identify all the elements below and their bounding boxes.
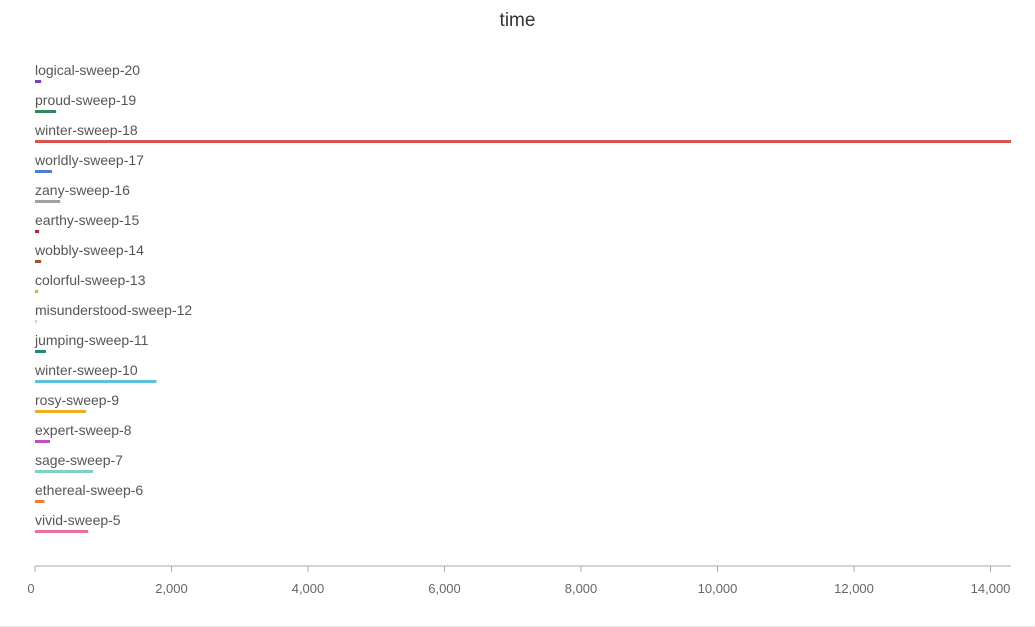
bar-ethereal-sweep-6[interactable] bbox=[35, 500, 45, 503]
run-label-worldly-sweep-17: worldly-sweep-17 bbox=[34, 152, 144, 168]
bar-proud-sweep-19[interactable] bbox=[35, 110, 57, 113]
run-label-expert-sweep-8: expert-sweep-8 bbox=[35, 422, 132, 438]
run-label-logical-sweep-20: logical-sweep-20 bbox=[35, 62, 140, 78]
bar-colorful-sweep-13[interactable] bbox=[35, 290, 39, 293]
run-label-ethereal-sweep-6: ethereal-sweep-6 bbox=[35, 482, 143, 498]
x-axis: 0 2,000 4,000 6,000 8,000 10,000 12,000 14,000 bbox=[27, 565, 1011, 596]
bar-worldly-sweep-17[interactable] bbox=[35, 170, 53, 173]
run-label-colorful-sweep-13: colorful-sweep-13 bbox=[35, 272, 146, 288]
bar-misunderstood-sweep-12[interactable] bbox=[35, 320, 37, 323]
x-tick-label: 0 bbox=[27, 581, 34, 596]
bars-layer: logical-sweep-20 proud-sweep-19 winter-swe… bbox=[34, 62, 1011, 533]
x-tick-label: 6,000 bbox=[428, 581, 461, 596]
run-label-winter-sweep-18: winter-sweep-18 bbox=[34, 122, 138, 138]
run-label-proud-sweep-19: proud-sweep-19 bbox=[35, 92, 136, 108]
x-tick-label: 8,000 bbox=[565, 581, 598, 596]
bar-winter-sweep-10[interactable] bbox=[35, 380, 157, 383]
x-tick-label: 12,000 bbox=[834, 581, 874, 596]
bar-earthy-sweep-15[interactable] bbox=[35, 230, 40, 233]
run-label-misunderstood-sweep-12: misunderstood-sweep-12 bbox=[35, 302, 192, 318]
run-label-rosy-sweep-9: rosy-sweep-9 bbox=[35, 392, 119, 408]
run-label-earthy-sweep-15: earthy-sweep-15 bbox=[35, 212, 139, 228]
bar-vivid-sweep-5[interactable] bbox=[35, 530, 89, 533]
bar-rosy-sweep-9[interactable] bbox=[35, 410, 87, 413]
run-label-sage-sweep-7: sage-sweep-7 bbox=[35, 452, 123, 468]
x-tick-label: 10,000 bbox=[698, 581, 738, 596]
chart-title: time bbox=[499, 10, 536, 31]
bar-zany-sweep-16[interactable] bbox=[35, 200, 61, 203]
bar-jumping-sweep-11[interactable] bbox=[35, 350, 46, 353]
run-label-jumping-sweep-11: jumping-sweep-11 bbox=[34, 332, 149, 348]
bar-sage-sweep-7[interactable] bbox=[35, 470, 94, 473]
bar-logical-sweep-20[interactable] bbox=[35, 80, 42, 83]
bar-wobbly-sweep-14[interactable] bbox=[35, 260, 42, 263]
x-tick-label: 14,000 bbox=[971, 581, 1011, 596]
run-label-zany-sweep-16: zany-sweep-16 bbox=[35, 182, 130, 198]
x-tick-label: 2,000 bbox=[155, 581, 188, 596]
bar-winter-sweep-18[interactable] bbox=[35, 140, 1011, 143]
run-label-wobbly-sweep-14: wobbly-sweep-14 bbox=[34, 242, 144, 258]
x-tick-label: 4,000 bbox=[292, 581, 325, 596]
run-label-vivid-sweep-5: vivid-sweep-5 bbox=[35, 512, 121, 528]
bar-expert-sweep-8[interactable] bbox=[35, 440, 51, 443]
run-label-winter-sweep-10: winter-sweep-10 bbox=[34, 362, 138, 378]
